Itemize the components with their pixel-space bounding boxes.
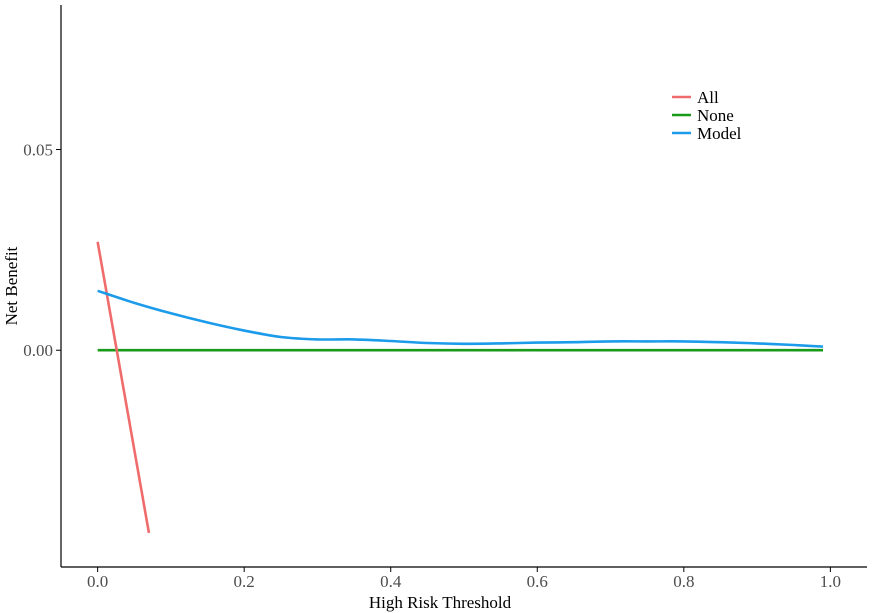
plot-lines bbox=[96, 241, 824, 534]
x-tick-label: 0.6 bbox=[527, 572, 548, 591]
legend-label-all: All bbox=[697, 88, 719, 107]
x-tick-label: 0.8 bbox=[673, 572, 694, 591]
y-tick-label: 0.00 bbox=[23, 341, 53, 360]
y-tick-label: 0.05 bbox=[23, 141, 53, 160]
legend-label-none: None bbox=[697, 106, 734, 125]
x-tick-label: 0.2 bbox=[234, 572, 255, 591]
axes bbox=[60, 5, 867, 568]
legend-label-model: Model bbox=[697, 124, 742, 143]
y-axis-title: Net Benefit bbox=[2, 246, 21, 325]
x-tick-label: 1.0 bbox=[820, 572, 841, 591]
y-ticks: 0.00 0.05 bbox=[23, 141, 61, 360]
x-tick-label: 0.0 bbox=[87, 572, 108, 591]
series-line-all bbox=[96, 241, 151, 534]
x-tick-label: 0.4 bbox=[380, 572, 402, 591]
x-ticks: 0.0 0.2 0.4 0.6 0.8 1.0 bbox=[87, 567, 841, 591]
x-axis-title: High Risk Threshold bbox=[369, 593, 512, 612]
series-line-model bbox=[97, 289, 824, 348]
